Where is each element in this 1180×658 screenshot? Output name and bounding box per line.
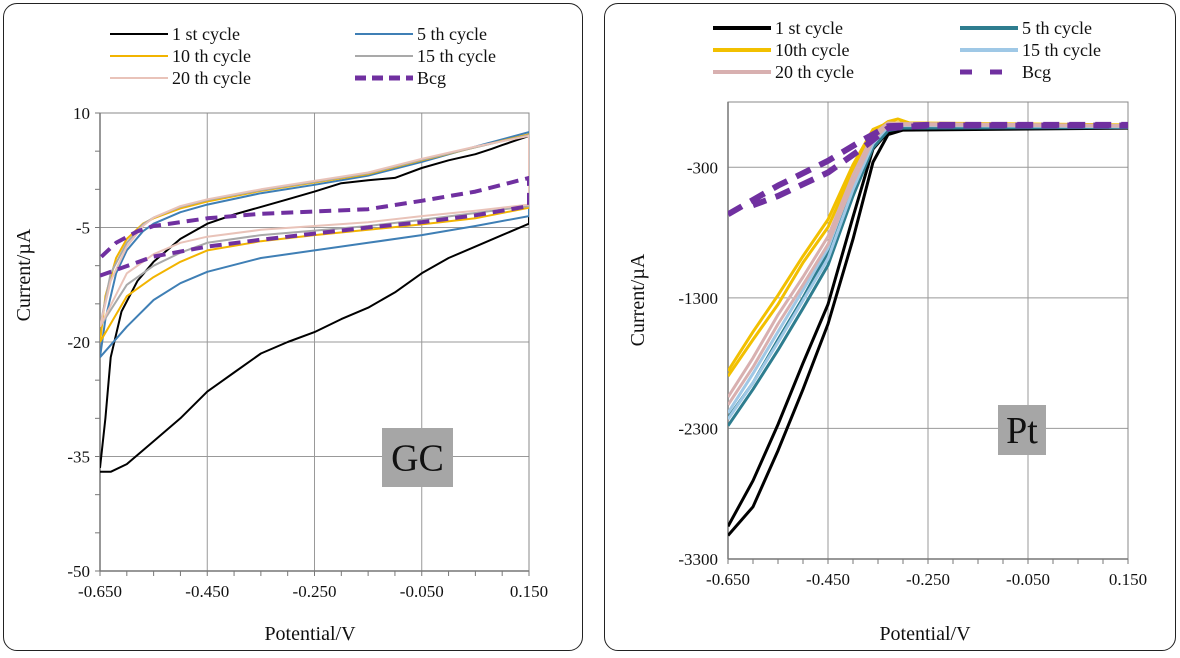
- series-line-15-th-cycle: [728, 122, 1128, 421]
- series-line-1-st-cycle: [100, 134, 529, 473]
- x-axis-title: Potential/V: [264, 623, 356, 645]
- legend-label: Bcg: [1022, 62, 1051, 82]
- legend-label: 15 th cycle: [1022, 40, 1101, 60]
- legend-label: 5 th cycle: [1022, 18, 1092, 38]
- legend-label: 5 th cycle: [417, 24, 487, 44]
- legend-label: 1 st cycle: [172, 24, 240, 44]
- x-tick-label: -0.450: [185, 582, 229, 601]
- y-tick-label: -1300: [678, 289, 718, 308]
- x-tick-label: -0.650: [78, 582, 122, 601]
- legend-label: 10 th cycle: [172, 46, 251, 66]
- y-tick-label: -50: [67, 562, 90, 581]
- pt-chart-panel: [604, 3, 1176, 651]
- legend-label: 1 st cycle: [775, 18, 843, 38]
- series-line-20-th-cycle: [728, 121, 1128, 406]
- legend-label: 15 th cycle: [417, 46, 496, 66]
- gc-chart: -0.650 -0.450 -0.250 -0.050 0.150 10 -5 -20 -35 -…: [13, 24, 548, 645]
- legend-label: 20 th cycle: [775, 62, 854, 82]
- series-line-bcg: [100, 175, 529, 278]
- legend-label: 10th cycle: [775, 40, 849, 60]
- y-tick-label: -35: [67, 448, 90, 467]
- x-tick-label: -0.450: [806, 570, 850, 589]
- x-axis-title: Potential/V: [879, 623, 971, 645]
- electrode-label-box: [998, 405, 1046, 455]
- y-tick-label: -3300: [678, 550, 718, 569]
- x-tick-label: 0.150: [510, 582, 548, 601]
- pt-chart: -0.650 -0.450 -0.250 -0.050 0.150 -300 -1300 -2…: [627, 18, 1147, 645]
- x-tick-label: -0.650: [706, 570, 750, 589]
- x-tick-label: 0.150: [1109, 570, 1147, 589]
- electrode-label: GC: [391, 438, 444, 480]
- electrode-label: Pt: [1006, 410, 1038, 452]
- y-tick-label: -2300: [678, 419, 718, 438]
- x-tick-label: -0.050: [1006, 570, 1050, 589]
- series-line-bcg: [728, 121, 1128, 217]
- x-tick-label: -0.250: [293, 582, 337, 601]
- y-axis-title: Current/µA: [13, 228, 35, 321]
- x-tick-label: -0.250: [906, 570, 950, 589]
- legend-label: 20 th cycle: [172, 68, 251, 88]
- series-line-1-st-cycle: [728, 126, 1128, 537]
- y-tick-label: -20: [67, 333, 90, 352]
- electrode-label-box: [382, 428, 453, 487]
- legend-label: Bcg: [417, 68, 446, 88]
- x-tick-label: -0.050: [400, 582, 444, 601]
- y-tick-label: 10: [73, 104, 90, 123]
- y-axis-title: Current/µA: [627, 253, 649, 346]
- series-line-20-th-cycle: [100, 134, 529, 328]
- y-tick-label: -300: [687, 158, 718, 177]
- series-line-10th-cycle: [728, 117, 1128, 378]
- y-tick-label: -5: [76, 219, 90, 238]
- series-line-5-th-cycle: [728, 124, 1128, 427]
